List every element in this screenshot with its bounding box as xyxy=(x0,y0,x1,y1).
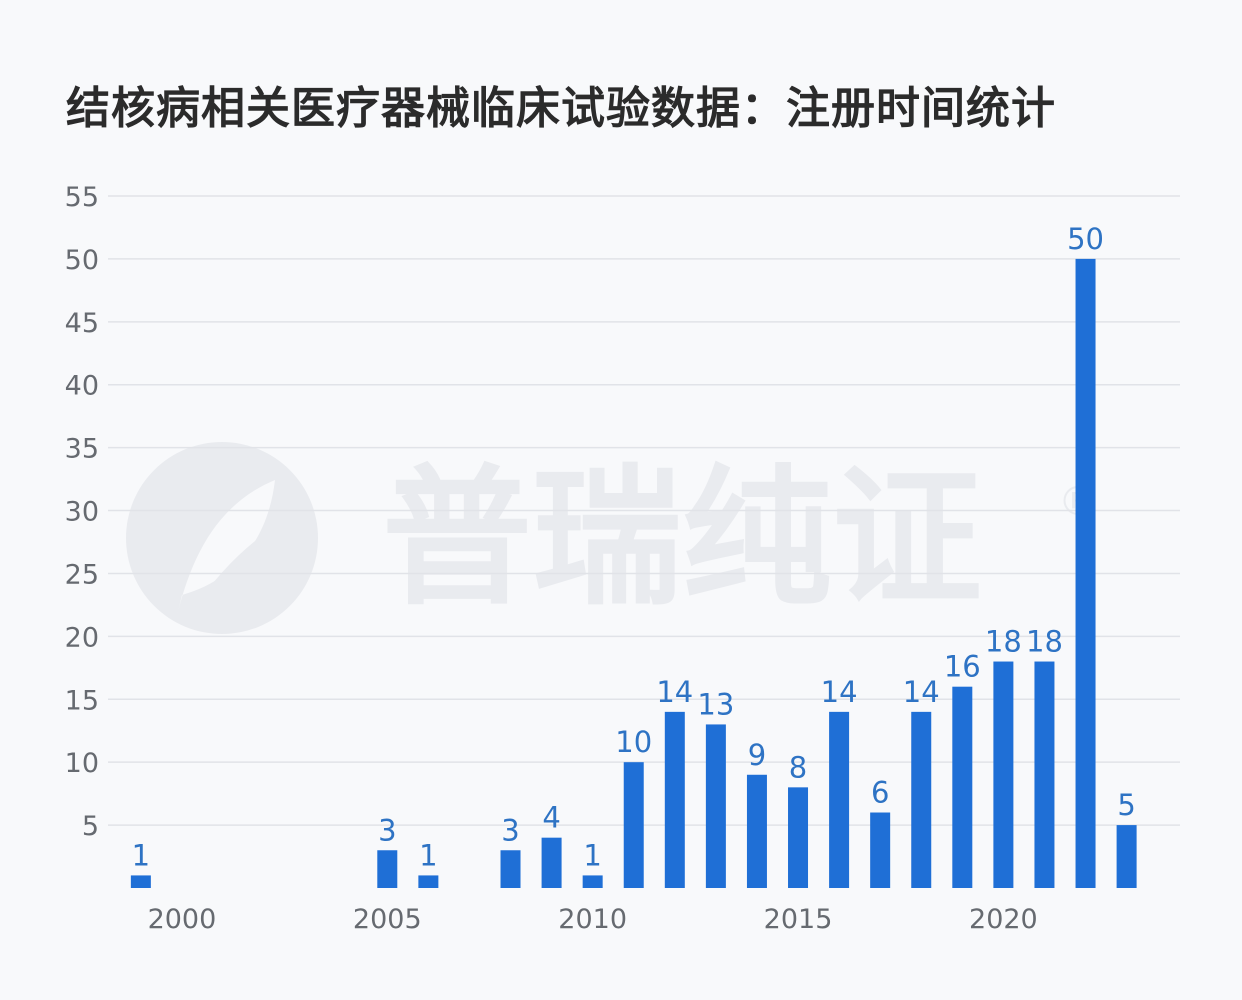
bar xyxy=(870,812,891,888)
y-tick-label: 40 xyxy=(65,371,99,402)
bar-value-label: 3 xyxy=(501,813,519,847)
x-tick-label: 2000 xyxy=(148,904,217,935)
bar-value-label: 8 xyxy=(789,750,807,784)
watermark: 普瑞纯证 ® xyxy=(126,442,1098,634)
bar xyxy=(746,774,767,888)
y-axis-ticks: 5 10 15 20 25 30 35 40 45 50 55 xyxy=(65,182,99,842)
bar xyxy=(582,875,603,888)
y-tick-label: 15 xyxy=(65,685,99,716)
y-tick-label: 35 xyxy=(65,434,99,465)
bar xyxy=(911,711,932,888)
x-tick-label: 2015 xyxy=(764,904,833,935)
bar-value-label: 9 xyxy=(748,738,766,772)
watermark-text: 普瑞纯证 xyxy=(382,452,982,626)
grid-lines xyxy=(108,195,1180,826)
x-tick-label: 2020 xyxy=(969,904,1038,935)
bar-value-label: 1 xyxy=(132,838,150,872)
y-tick-label: 55 xyxy=(65,182,99,213)
bar-value-label: 6 xyxy=(871,776,889,810)
bar xyxy=(705,724,726,888)
y-tick-label: 30 xyxy=(65,497,99,528)
bar-value-label: 16 xyxy=(944,650,981,684)
bar-value-label: 14 xyxy=(656,675,693,709)
bar-value-label: 4 xyxy=(542,801,560,835)
x-tick-label: 2005 xyxy=(353,904,422,935)
y-tick-label: 50 xyxy=(65,245,99,276)
bar xyxy=(377,850,398,888)
bar-value-label: 1 xyxy=(583,838,601,872)
bar xyxy=(993,661,1014,888)
bar xyxy=(1116,825,1137,888)
bar-value-label: 1 xyxy=(419,838,437,872)
y-tick-label: 10 xyxy=(65,748,99,779)
bar xyxy=(1034,661,1055,888)
y-tick-label: 25 xyxy=(65,559,99,590)
leaf-logo-icon xyxy=(126,442,318,634)
bar xyxy=(1075,258,1096,889)
bar-value-label: 14 xyxy=(903,675,940,709)
x-tick-label: 2010 xyxy=(558,904,627,935)
y-tick-label: 45 xyxy=(65,308,99,339)
bar xyxy=(130,875,151,888)
bars xyxy=(130,258,1137,889)
bar-value-label: 10 xyxy=(615,725,652,759)
y-tick-label: 5 xyxy=(82,811,99,842)
bar xyxy=(418,875,439,888)
bar-value-label: 18 xyxy=(985,625,1022,659)
bar xyxy=(952,686,973,888)
bar-value-label: 18 xyxy=(1026,625,1063,659)
bar-value-label: 5 xyxy=(1117,788,1135,822)
bar xyxy=(788,787,809,888)
x-axis-ticks: 2000 2005 2010 2015 2020 xyxy=(148,904,1038,935)
bar-value-label: 3 xyxy=(378,813,396,847)
bar-value-label: 14 xyxy=(821,675,858,709)
bar-value-label: 13 xyxy=(697,687,734,721)
bar xyxy=(541,837,562,888)
bar xyxy=(500,850,521,888)
bar xyxy=(664,711,685,888)
bar xyxy=(829,711,850,888)
chart-title: 结核病相关医疗器械临床试验数据：注册时间统计 xyxy=(66,83,1056,134)
bar-value-label: 50 xyxy=(1067,222,1104,256)
bar xyxy=(623,762,644,888)
y-tick-label: 20 xyxy=(65,622,99,653)
